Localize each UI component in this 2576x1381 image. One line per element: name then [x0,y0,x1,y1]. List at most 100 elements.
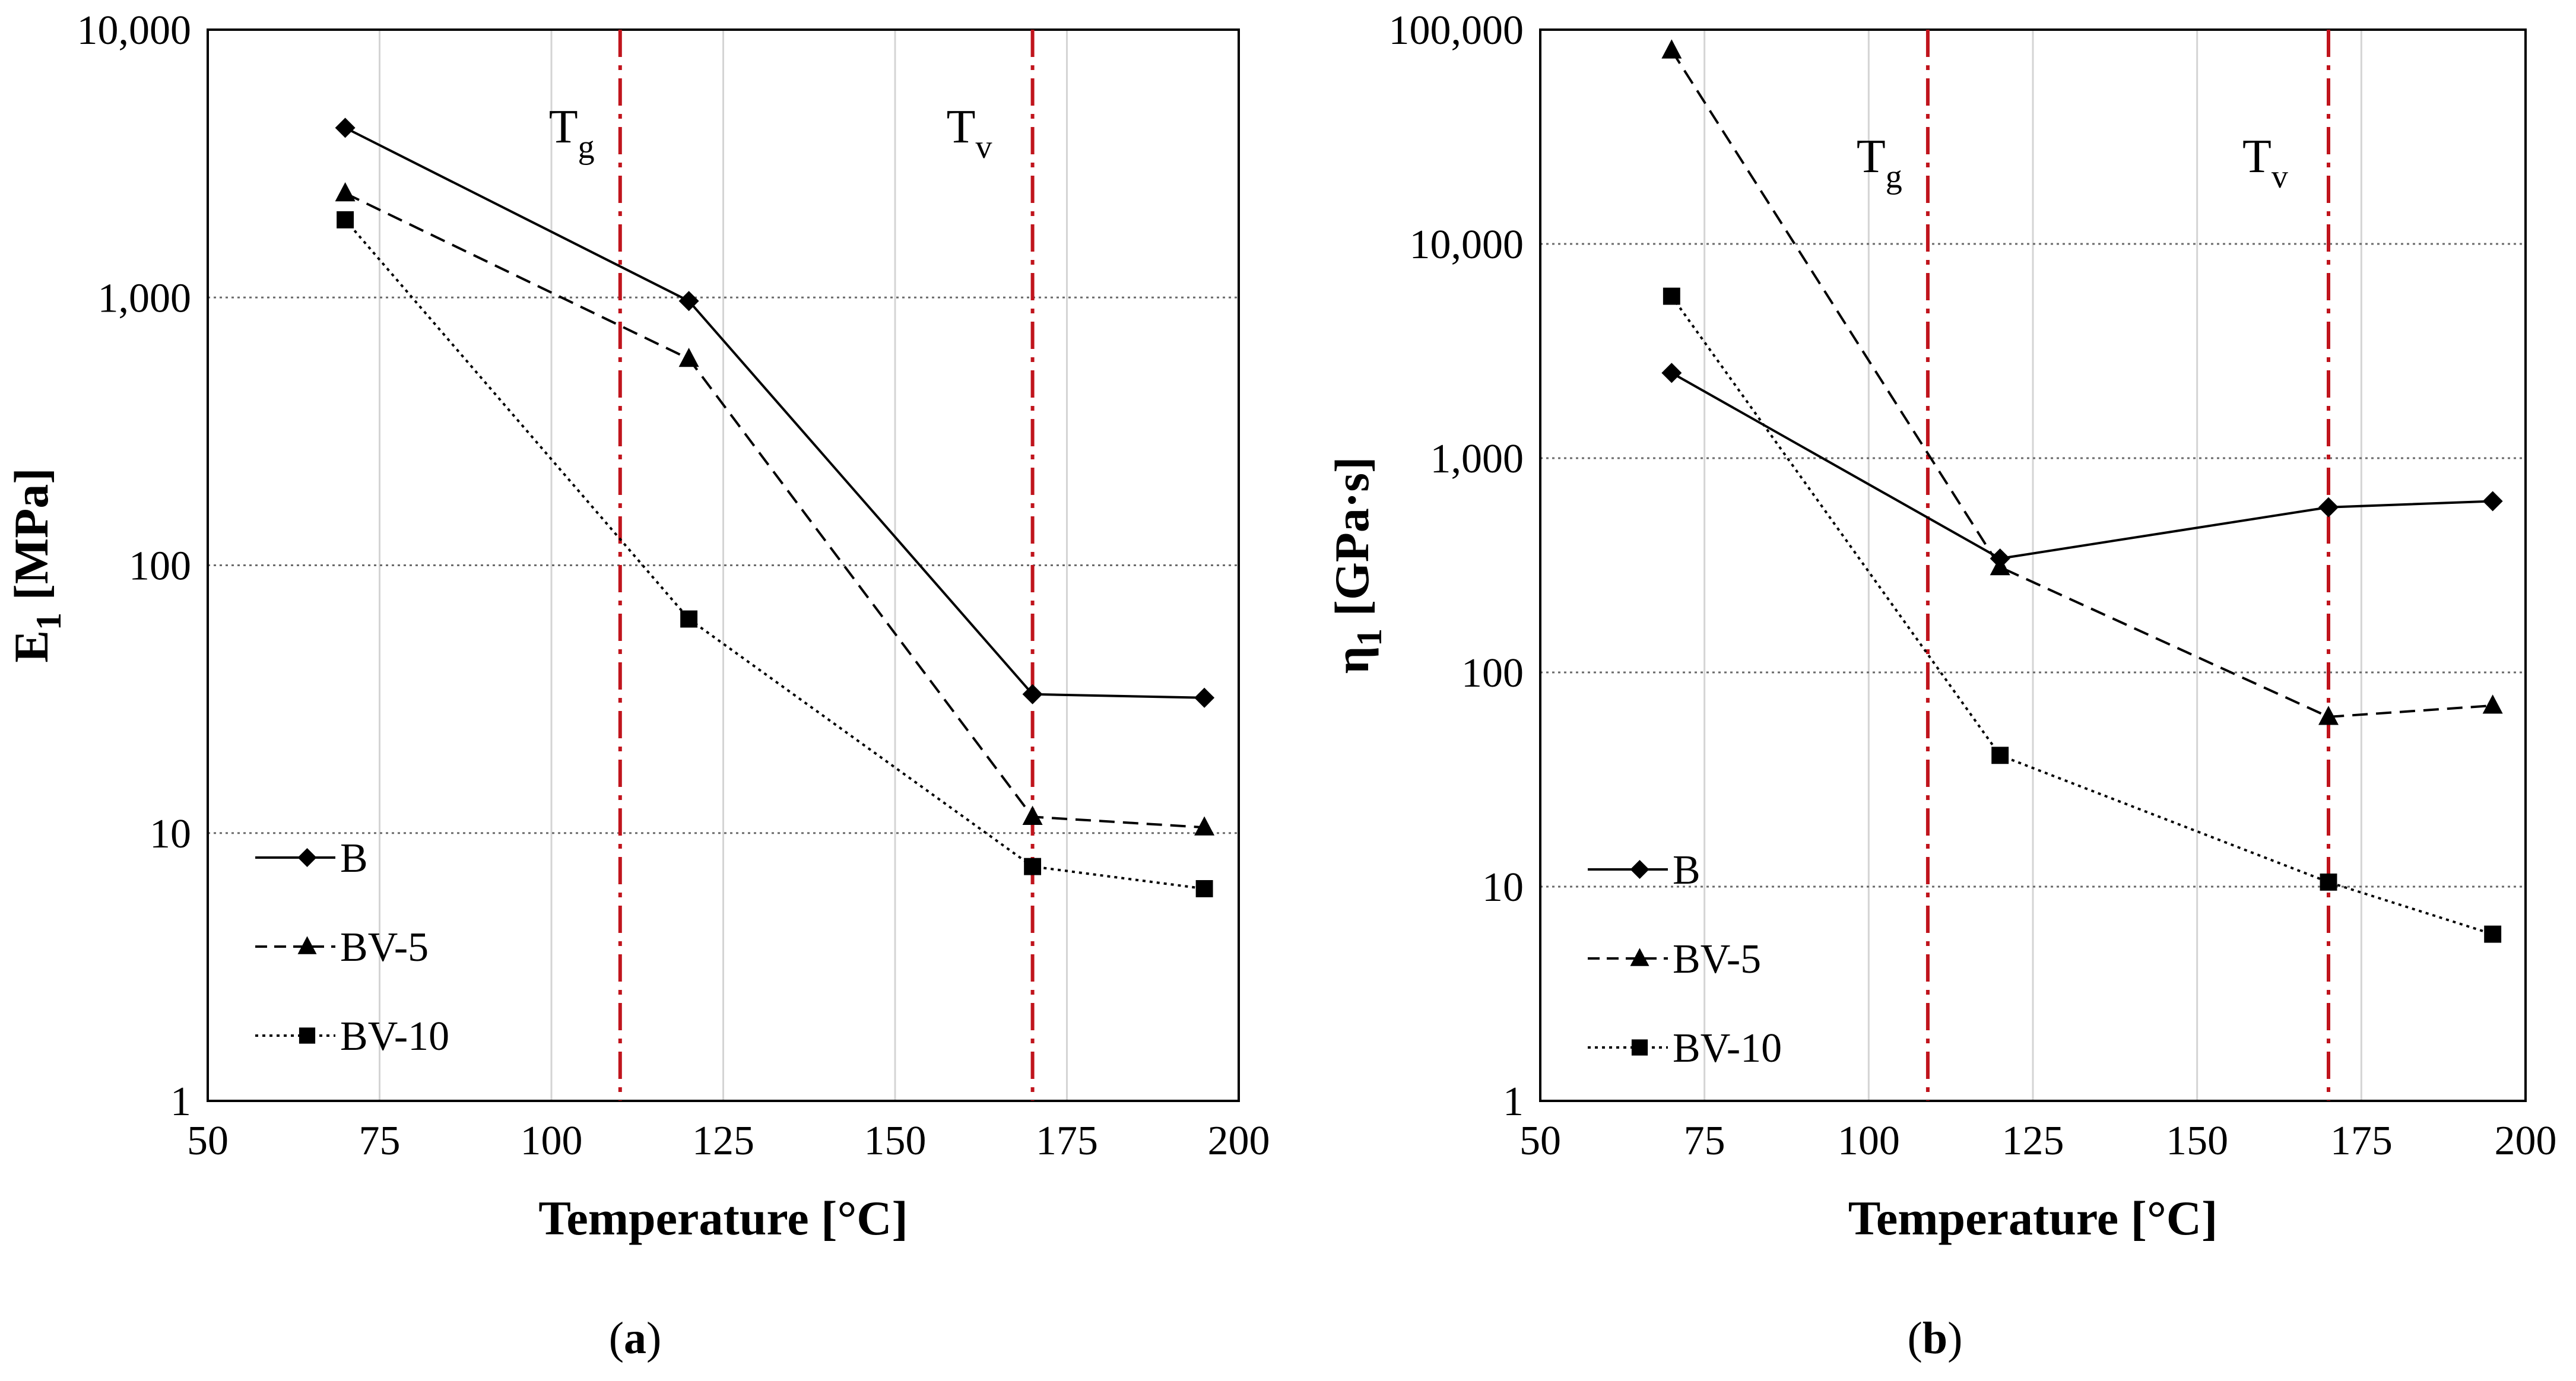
data-point-bv-5 [1661,39,1682,59]
reference-label-v: Tv [947,101,992,166]
x-tick-label: 50 [1519,1118,1561,1164]
legend-label: BV-10 [1673,1026,1782,1071]
legend-item-b: B [1588,847,1701,893]
legend-marker-triangle [1630,948,1649,966]
data-point-bv-5 [1022,805,1043,825]
y-tick-label: 100 [129,544,191,589]
data-point-b [335,118,356,138]
data-point-bv-5 [1990,555,2010,576]
legend-item-bv-10: BV-10 [255,1014,449,1059]
legend-item-b: B [255,836,368,881]
legend-marker-square [1631,1039,1648,1056]
data-point-bv-5 [678,347,699,367]
reference-label-sub: g [1886,158,1902,195]
series-bv-10 [337,211,1213,897]
legend-marker-triangle [297,936,317,954]
data-point-bv-10 [1991,747,2009,764]
x-tick-label: 150 [864,1118,927,1164]
y-tick-label: 100,000 [1389,8,1524,53]
y-tick-label: 1,000 [98,275,192,321]
y-tick-label: 10 [1482,865,1524,910]
panel-caption: (a) [609,1313,662,1363]
data-point-bv-10 [2484,925,2502,943]
series-line-bv-10 [1670,295,2493,935]
data-point-b [1022,684,1043,704]
x-tick-label: 150 [2166,1118,2228,1164]
y-axis-title-sub: 1 [29,612,68,630]
y-axis-title: η1 [GPa·s] [1325,457,1389,674]
x-tick-label: 125 [2002,1118,2064,1164]
series-b [1661,363,2503,569]
y-axis-title-main: E [4,630,58,663]
data-point-bv-5 [2318,706,2339,725]
series-line-bv-10 [344,219,1205,890]
caption-close: ) [646,1313,661,1363]
data-point-bv-10 [1195,880,1213,897]
series-bv-10 [1663,287,2502,943]
data-point-bv-10 [1663,287,1680,305]
caption-open: ( [1908,1313,1923,1363]
x-axis-title: Temperature [°C] [1848,1191,2218,1245]
panel-caption: (b) [1908,1313,1963,1363]
caption-close: ) [1947,1313,1962,1363]
reference-label-sub: v [2272,158,2288,195]
reference-label-sub: g [578,129,595,166]
reference-label-main: T [1857,131,1886,183]
legend-item-bv-5: BV-5 [1588,936,1761,982]
legend-label: BV-5 [340,925,429,970]
y-tick-label: 10,000 [1410,222,1524,268]
series-line-b [1671,372,2493,560]
data-point-bv-5 [335,182,356,202]
x-tick-label: 50 [187,1118,229,1164]
y-tick-label: 1 [170,1079,191,1125]
y-tick-label: 1,000 [1430,436,1524,482]
legend: B BV-5 BV-10 [1588,847,1782,1071]
y-tick-label: 100 [1461,650,1524,696]
y-axis-title: E1 [MPa] [4,468,68,662]
series-b [335,118,1215,708]
data-point-b [2482,491,2503,512]
x-tick-label: 100 [521,1118,583,1164]
reference-label-main: T [2242,131,2272,183]
data-point-bv-10 [337,211,354,228]
x-axis-title: Temperature [°C] [538,1191,908,1245]
plot-area [1539,28,2527,1102]
caption-letter: a [624,1313,646,1363]
legend-marker-diamond [1630,860,1649,879]
x-tick-label: 100 [1838,1118,1900,1164]
plot-area [207,28,1240,1102]
reference-label-main: T [549,101,578,153]
reference-label-g: Tg [1857,131,1902,195]
x-tick-label: 200 [2495,1118,2557,1164]
legend-item-bv-5: BV-5 [255,925,429,970]
data-point-bv-10 [2320,873,2337,891]
data-point-bv-10 [680,610,698,628]
x-tick-label: 75 [359,1118,401,1164]
y-axis-title-sub: 1 [1350,628,1389,646]
y-axis-title-main: η [1325,646,1379,674]
data-point-b [1661,363,1682,383]
legend-label: BV-5 [1673,936,1761,982]
legend-marker-square [299,1027,316,1044]
legend-label: BV-10 [340,1014,449,1059]
reference-label-sub: v [975,129,992,166]
x-tick-label: 125 [692,1118,754,1164]
x-tick-label: 75 [1684,1118,1725,1164]
series-line-bv-5 [344,192,1205,829]
data-point-bv-5 [2482,694,2503,714]
series-line-bv-5 [1670,49,2493,718]
y-tick-label: 10 [150,811,191,857]
legend-item-bv-10: BV-10 [1588,1026,1782,1071]
x-tick-label: 200 [1208,1118,1270,1164]
legend-label: B [1673,847,1701,893]
legend: B BV-5 BV-10 [255,836,449,1059]
data-point-b [1194,687,1215,708]
legend-marker-diamond [297,848,317,867]
x-tick-label: 175 [1036,1118,1098,1164]
data-point-bv-10 [1024,858,1042,875]
caption-letter: b [1923,1313,1947,1363]
reference-label-main: T [947,101,976,153]
